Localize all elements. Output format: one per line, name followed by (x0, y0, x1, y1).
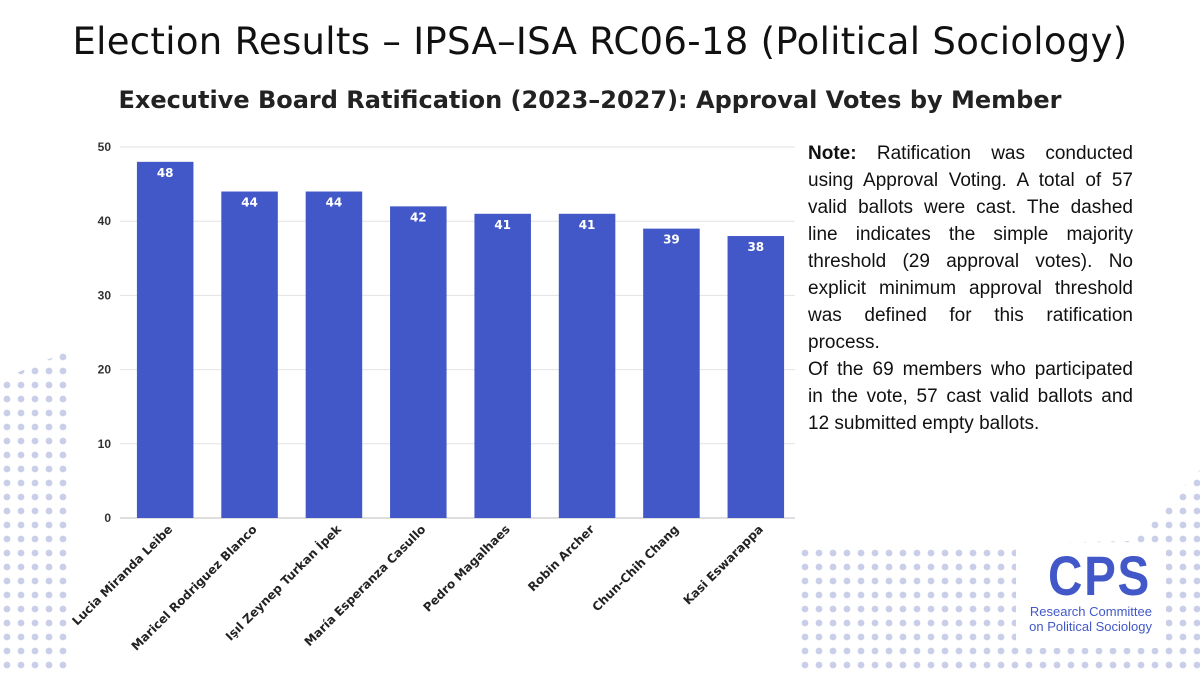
bar (221, 191, 278, 518)
x-category-label: Robin Archer (525, 522, 597, 594)
note-lead: Note: (808, 143, 857, 164)
bar-data-label: 44 (326, 196, 343, 210)
note-paragraph-1: Ratification was conducted using Approva… (808, 143, 1133, 353)
bar-data-label: 38 (747, 240, 764, 254)
bar-data-label: 42 (410, 210, 427, 224)
bar (305, 191, 363, 518)
bar-data-label: 48 (157, 166, 174, 180)
logo-mark: CPS (1048, 544, 1151, 607)
bar (390, 206, 447, 519)
y-tick-label: 20 (98, 363, 112, 377)
logo-line-2: on Political Sociology (1029, 619, 1152, 634)
note-paragraph-2: Of the 69 members who participated in th… (808, 359, 1133, 434)
bar (727, 236, 785, 519)
x-category-label: Chun-Chih Chang (590, 522, 682, 614)
bar-data-label: 41 (579, 218, 596, 232)
bar (558, 213, 616, 518)
y-tick-label: 10 (98, 437, 112, 451)
bar (136, 161, 194, 518)
note-panel: Note: Ratification was conducted using A… (808, 140, 1133, 437)
bar-data-label: 39 (663, 233, 680, 247)
y-tick-label: 40 (98, 214, 112, 228)
x-category-label: Kasi Eswarappa (681, 522, 766, 607)
y-tick-label: 50 (98, 140, 112, 154)
bar-data-label: 44 (241, 196, 258, 210)
bar (474, 213, 531, 518)
cps-logo: CPS Research Committee on Political Soci… (1016, 548, 1166, 648)
bar (643, 228, 700, 518)
bar-data-label: 41 (494, 218, 511, 232)
y-tick-label: 30 (98, 288, 112, 302)
y-tick-label: 0 (104, 511, 111, 525)
x-category-label: Pedro Magalhaes (420, 522, 512, 614)
